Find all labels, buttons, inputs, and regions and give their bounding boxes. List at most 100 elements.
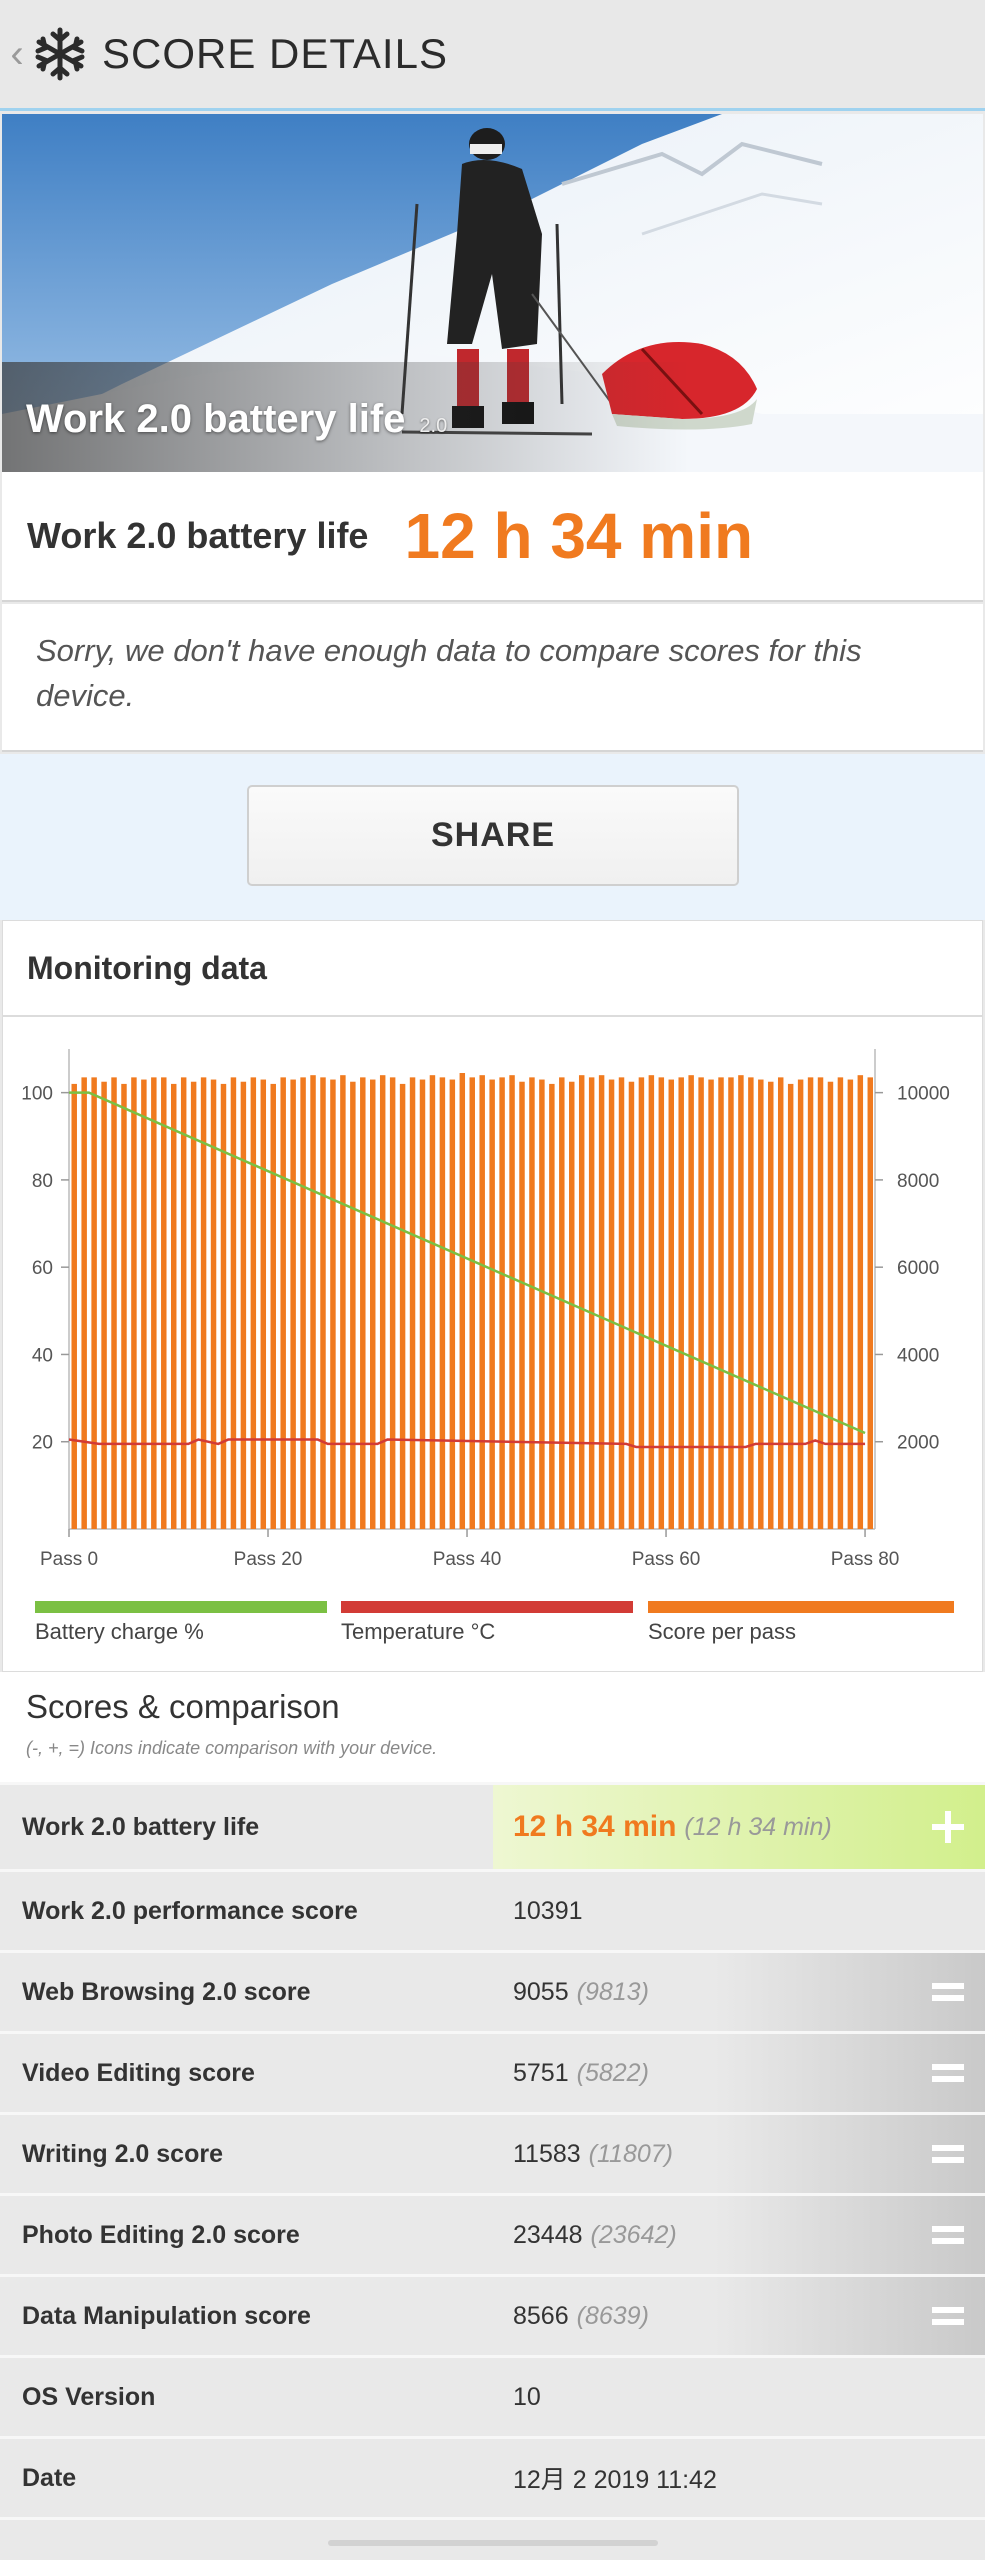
chevron-left-icon[interactable]: ‹ [10,31,24,76]
equal-icon [932,1983,964,2001]
hero-title: Work 2.0 battery life [26,397,406,441]
score-bar [787,1083,794,1529]
monitoring-panel: Monitoring data 20 40 60 80 100 2000 4000 6000 8… [2,920,983,1672]
score-row-compare: (12 h 34 min) [684,1812,832,1841]
score-bar [807,1077,814,1529]
x-tick-label: Pass 20 [234,1549,303,1570]
score-bar [270,1083,276,1529]
score-value: 12 h 34 min [404,500,754,572]
score-row-value: 10391 [513,1896,583,1925]
score-row-name: Photo Editing 2.0 score [22,2220,300,2249]
score-bar [260,1079,267,1529]
hero-version: 2.0 [419,415,448,437]
score-row: Web Browsing 2.0 score 9055 (9813) [0,1953,985,2034]
plus-icon [932,1811,964,1843]
score-bar [827,1081,834,1529]
score-bar [588,1077,595,1529]
score-bar [837,1077,844,1529]
legend-score-swatch [648,1601,954,1613]
home-indicator[interactable] [328,2540,658,2546]
score-bar [101,1081,107,1529]
legend-battery-swatch [35,1601,327,1613]
score-row-name: OS Version [22,2382,156,2411]
score-bar [648,1075,655,1529]
hero-overlay [2,362,983,472]
y-right-tick-label: 10000 [897,1084,950,1105]
score-row-value: 9055 [513,1977,569,2006]
score-bar [340,1075,346,1529]
score-bar [111,1077,117,1529]
score-bar [738,1075,744,1529]
score-bar [469,1077,475,1529]
y-left-tick-label: 40 [32,1345,53,1366]
score-row-value-cell: 23448 (23642) [493,2196,985,2274]
legend-score-label: Score per pass [648,1619,796,1644]
temperature-line [68,1438,866,1449]
score-row-value-cell: 9055 (9813) [493,1953,985,2031]
score-bar [409,1077,416,1529]
score-bar [141,1079,147,1529]
score-row-value-cell: 11583 (11807) [493,2115,985,2193]
score-row-name: Data Manipulation score [22,2301,311,2330]
score-bar [499,1077,505,1529]
score-row-value-cell: 10 [493,2358,985,2436]
score-bar [797,1079,804,1529]
scores-section: Scores & comparison (-, +, =) Icons indi… [0,1672,985,1782]
score-bar [449,1079,456,1529]
score-bar [300,1077,306,1529]
score-row: OS Version 10 [0,2358,985,2439]
score-bar [250,1077,257,1529]
score-bar [748,1077,754,1529]
page-title: SCORE DETAILS [102,30,448,77]
x-tick-label: Pass 0 [40,1549,98,1570]
score-bar [200,1077,207,1529]
share-button[interactable]: SHARE [247,785,739,886]
score-bar [379,1075,386,1529]
score-row-compare: (5822) [576,2058,649,2087]
score-row-value-cell: 5751 (5822) [493,2034,985,2112]
legend-temperature-label: Temperature °C [341,1619,496,1644]
score-bar [91,1077,97,1529]
equal-icon [932,2226,964,2244]
score-bar [668,1079,674,1529]
score-bar [360,1077,366,1529]
score-bar [728,1077,734,1529]
score-row-compare: (11807) [588,2139,673,2168]
score-bar [240,1081,247,1529]
hero-image: Work 2.0 battery life 2.0 [2,114,983,472]
score-bar [389,1077,396,1529]
hero-caption: Work 2.0 battery life 2.0 [26,397,447,442]
score-bar [718,1077,724,1529]
score-row-name: Web Browsing 2.0 score [22,1977,311,2006]
score-bar [678,1077,684,1529]
score-bar [708,1079,714,1529]
score-row-value-cell: 12 h 34 min (12 h 34 min) [493,1785,985,1869]
legend-temperature: Temperature °C [341,1601,633,1645]
score-bar [559,1077,565,1529]
score-bar [71,1083,77,1529]
score-row-value: 12 h 34 min [513,1810,677,1843]
score-bar [867,1077,874,1529]
y-left-tick-label: 60 [32,1258,53,1279]
score-row-name: Video Editing score [22,2058,255,2087]
snowflake-icon [35,27,85,81]
score-bar [439,1077,446,1529]
score-bar [131,1077,137,1529]
score-bar [190,1081,197,1529]
score-row-value: 10 [513,2382,541,2411]
y-right-tick-label: 8000 [897,1171,939,1192]
score-label: Work 2.0 battery life [27,515,369,556]
monitoring-title: Monitoring data [3,921,982,1017]
score-bar [399,1083,406,1529]
score-bar [320,1077,326,1529]
score-bar [608,1079,615,1529]
score-bar [817,1077,824,1529]
score-row-value: 11583 [513,2139,581,2168]
score-bar [161,1077,167,1529]
score-bar [489,1079,495,1529]
score-bar [539,1079,545,1529]
score-bar [459,1073,466,1529]
score-row-value-cell: 12月 2 2019 11:42 [493,2439,985,2517]
score-row: Work 2.0 performance score 10391 [0,1872,985,1953]
score-bar [618,1077,625,1529]
